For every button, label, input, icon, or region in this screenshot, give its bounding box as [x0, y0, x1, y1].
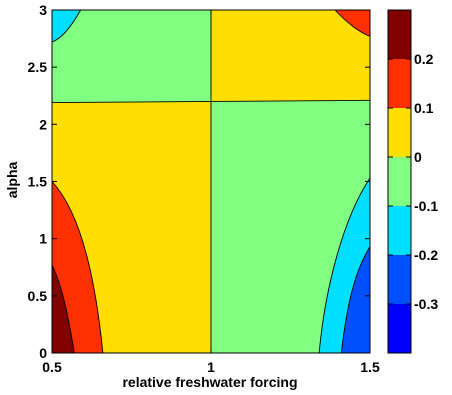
- colorbar-swatch: [388, 157, 411, 206]
- region-negative-upper-left: [52, 10, 211, 103]
- y-tick-label: 1: [39, 231, 47, 247]
- colorbar-swatch: [388, 10, 411, 59]
- y-axis-title: alpha: [4, 162, 20, 199]
- colorbar-swatch: [388, 255, 411, 304]
- contour-region-0.2-lower-left: [51, 264, 75, 354]
- colorbar-tick-label: -0.1: [414, 198, 438, 214]
- colorbar: 0.2 0.1 0 -0.1 -0.2 -0.3: [387, 9, 438, 354]
- x-tick-label: 1: [207, 359, 215, 375]
- y-tick-label: 1.5: [28, 174, 48, 190]
- colorbar-tick-label: 0.1: [414, 100, 434, 116]
- x-tick-label: 0.5: [42, 359, 62, 375]
- x-axis: 0.5 1 1.5: [42, 10, 380, 375]
- y-axis: 0 0.5 1 1.5 2 2.5 3: [28, 2, 370, 361]
- colorbar-tick-label: -0.2: [414, 247, 438, 263]
- y-tick-label: 2: [39, 116, 47, 132]
- colorbar-tick-label: 0: [414, 149, 422, 165]
- y-tick-label: 0.5: [28, 288, 48, 304]
- colorbar-swatch: [388, 59, 411, 108]
- y-tick-label: 3: [39, 2, 47, 18]
- y-tick-label: 2.5: [28, 59, 48, 75]
- colorbar-tick-label: 0.2: [414, 51, 434, 67]
- y-tick-label: 0: [39, 345, 47, 361]
- x-axis-title: relative freshwater forcing: [122, 374, 297, 390]
- contour-region-neg0.2-lower-right: [340, 245, 371, 354]
- region-positive-upper-right: [211, 10, 370, 102]
- plot-area: [51, 9, 371, 354]
- colorbar-swatch: [388, 206, 411, 255]
- x-tick-label: 1.5: [360, 359, 380, 375]
- colorbar-frame: [387, 9, 412, 354]
- colorbar-swatch: [388, 108, 411, 157]
- colorbar-swatch: [388, 304, 411, 353]
- colorbar-tick-label: -0.3: [414, 296, 438, 312]
